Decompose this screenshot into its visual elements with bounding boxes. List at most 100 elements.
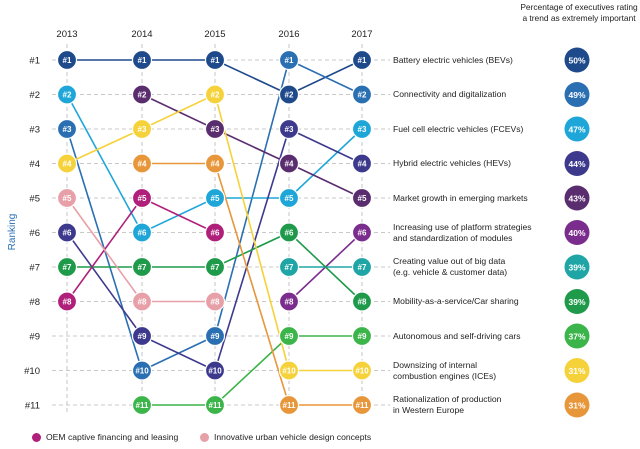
trend-label: Creating value out of big data (e.g. vehi…	[393, 256, 553, 278]
rank-tick-label: #6	[29, 228, 40, 239]
percentage-circle	[564, 47, 590, 73]
percentage-header: Percentage of executives rating a trend …	[520, 2, 638, 23]
legend-swatch-oem-financing	[32, 432, 41, 442]
trend-label-line: Mobility-as-a-service/Car sharing	[393, 296, 519, 306]
trend-label: Battery electric vehicles (BEVs)	[393, 55, 553, 66]
trend-label-line: combustion engines (ICEs)	[393, 370, 497, 381]
rank-tick-label: #9	[29, 332, 40, 343]
rank-tick-label: #3	[29, 125, 40, 136]
trend-label: Hybrid electric vehicles (HEVs)	[393, 158, 553, 169]
rank-marker	[56, 84, 78, 105]
rank-marker-label: #10	[135, 367, 149, 376]
rank-marker	[204, 153, 226, 174]
rank-marker-label: #8	[358, 298, 367, 307]
trend-label-line: Downsizing of internal	[393, 359, 478, 370]
rank-marker	[56, 222, 78, 243]
trend-label-line: Creating value out of big data	[393, 256, 506, 266]
rank-marker-label: #1	[211, 56, 220, 65]
rank-marker	[204, 325, 226, 347]
rank-marker	[351, 325, 373, 347]
rank-marker-label: #7	[63, 263, 72, 272]
rank-marker-label: #8	[285, 298, 294, 307]
percentage-label: 50%	[568, 55, 585, 65]
rank-marker-label: #11	[283, 401, 296, 410]
rank-marker-label: #3	[358, 125, 367, 134]
percentage-label: 44%	[568, 159, 585, 169]
trend-label-line: Autonomous and self-driving cars	[393, 330, 521, 341]
rank-marker-label: #1	[285, 56, 294, 65]
rank-marker-label: #6	[358, 229, 367, 238]
rank-marker	[278, 360, 300, 381]
rank-marker	[56, 49, 78, 71]
series-line	[66, 197, 215, 303]
rank-tick-label: #2	[29, 90, 40, 101]
series-line	[141, 93, 363, 199]
rank-marker	[131, 291, 153, 312]
rank-marker	[131, 49, 153, 71]
percentage-circle	[564, 289, 590, 314]
trend-label-line: and standardization of modules	[393, 232, 513, 243]
rank-marker	[204, 187, 226, 209]
year-tick-label: 2013	[56, 29, 77, 40]
percentage-circle	[564, 82, 590, 107]
series-line	[66, 58, 363, 372]
rank-marker-label: #3	[138, 125, 147, 134]
trend-label-line: Connectivity and digitalization	[393, 89, 507, 99]
series-line	[142, 335, 362, 406]
legend-item-oem-financing: OEM captive financing and leasing	[32, 432, 178, 442]
rank-marker-label: #9	[285, 332, 294, 341]
series-line	[66, 196, 216, 302]
rank-tick-label: #7	[29, 263, 40, 274]
rank-marker	[204, 84, 226, 105]
rank-marker	[278, 256, 300, 278]
legend-label-oem-financing: OEM captive financing and leasing	[46, 432, 179, 442]
rank-marker-label: #3	[211, 125, 220, 134]
rank-tick-label: #4	[29, 159, 40, 170]
percentage-circle	[564, 220, 590, 245]
rank-marker	[131, 153, 153, 174]
trend-label-line: Battery electric vehicles (BEVs)	[393, 54, 513, 65]
rank-marker-label: #3	[285, 125, 294, 134]
trend-label: Increasing use of platform strategies and…	[393, 222, 553, 244]
rank-marker-label: #11	[136, 401, 149, 410]
rank-marker	[56, 118, 78, 140]
rank-marker	[131, 360, 153, 381]
rank-marker	[131, 394, 153, 416]
percentage-circle	[564, 323, 590, 349]
rank-marker-label: #2	[63, 91, 72, 100]
rank-marker-label: #5	[285, 194, 294, 203]
year-tick-label: 2016	[278, 29, 299, 40]
rank-marker	[131, 256, 153, 278]
trend-label: Autonomous and self-driving cars	[393, 331, 553, 342]
year-tick-label: 2015	[204, 29, 225, 40]
percentage-label: 31%	[568, 400, 585, 410]
percentage-circle	[564, 185, 590, 211]
rank-tick-label: #11	[25, 401, 40, 412]
trend-label-line: Rationalization of production	[393, 394, 502, 404]
trend-label: Rationalization of production in Western …	[393, 394, 553, 416]
rank-marker	[131, 118, 153, 140]
rank-tick-label: #5	[29, 194, 40, 205]
rank-marker	[351, 256, 373, 278]
rank-marker-label: #7	[138, 263, 147, 272]
rank-marker	[351, 360, 373, 381]
rank-marker	[278, 84, 300, 105]
rank-marker	[204, 394, 226, 416]
legend-label-urban-design: Innovative urban vehicle design concepts	[214, 432, 372, 442]
rank-tick-label: #1	[29, 56, 40, 67]
rank-marker-label: #6	[211, 229, 220, 238]
rank-marker-label: #5	[211, 194, 220, 203]
rank-marker-label: #6	[285, 229, 294, 238]
rank-marker	[351, 394, 373, 416]
rank-marker	[278, 49, 300, 71]
rank-marker	[278, 187, 300, 209]
rank-marker	[56, 153, 78, 174]
rank-marker	[351, 49, 373, 71]
rank-marker-label: #1	[358, 56, 367, 65]
rank-marker-label: #1	[63, 56, 72, 65]
rank-marker-label: #4	[358, 160, 367, 169]
trend-label: Fuel cell electric vehicles (FCEVs)	[393, 124, 553, 135]
rank-marker-label: #6	[63, 229, 72, 238]
percentage-label: 39%	[568, 262, 585, 272]
